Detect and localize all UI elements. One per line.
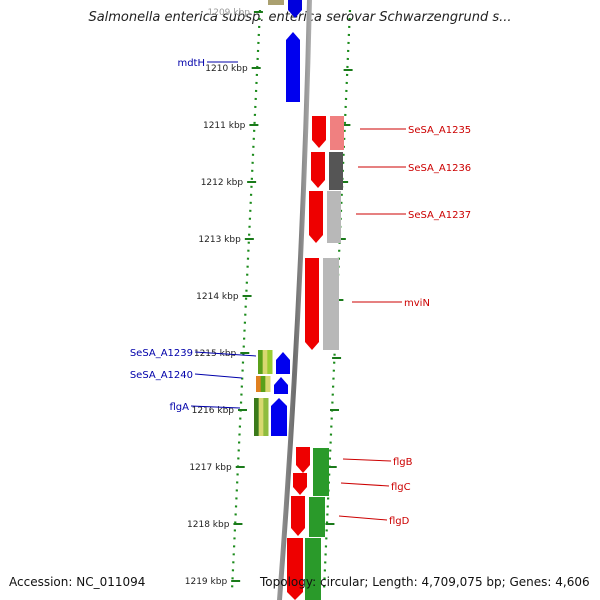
gene-cog-bar[interactable] [256, 376, 262, 392]
gene-cog-bar[interactable] [323, 258, 339, 350]
tick-label: 1214 kbp [196, 292, 239, 302]
gene-arrow[interactable] [296, 447, 310, 473]
gene-cog-bar[interactable] [258, 398, 264, 436]
gene-leader-line [190, 405, 241, 409]
genome-title: Salmonella enterica subsp. enterica sero… [88, 10, 512, 25]
gene-label[interactable]: flgC [391, 482, 411, 493]
gene-label[interactable]: mdtH [177, 58, 205, 69]
gene-arrow[interactable] [311, 152, 325, 188]
tick-label: 1217 kbp [189, 463, 232, 473]
gene-label[interactable]: flgB [393, 457, 413, 468]
gene-arrow[interactable] [271, 398, 287, 436]
gene-arrow[interactable] [291, 496, 305, 536]
gene-cog-bar[interactable] [305, 538, 321, 600]
tick-label: 1215 kbp [194, 349, 237, 359]
gene-label[interactable]: flgD [389, 516, 410, 527]
gene-cog-bar[interactable] [330, 116, 344, 150]
genome-backbone [277, 0, 312, 600]
gene-leader-line [342, 458, 392, 462]
gene-cog-bar[interactable] [309, 497, 325, 537]
gene-cog-bar[interactable] [267, 350, 273, 374]
gene-label[interactable]: SeSA_A1235 [408, 125, 471, 136]
gene-label[interactable]: SeSA_A1236 [408, 163, 471, 174]
tick-label: 1216 kbp [192, 406, 235, 416]
tick-label: 1210 kbp [205, 64, 248, 74]
accession-label: Accession: NC_011094 [9, 575, 146, 589]
gene-label[interactable]: SeSA_A1239 [130, 348, 193, 359]
gene-cog-bar[interactable] [265, 376, 271, 392]
gene-cog-bar[interactable] [260, 376, 266, 392]
tick-label: 1219 kbp [185, 577, 228, 587]
gene-leader-line [194, 373, 243, 379]
gene-leader-line [340, 482, 390, 487]
gene-arrow[interactable] [276, 352, 290, 374]
topology-label: Topology: circular; Length: 4,709,075 bp… [260, 575, 590, 589]
gene-arrow[interactable] [309, 191, 323, 243]
tick-label: 1211 kbp [203, 121, 246, 131]
tick-label: 1218 kbp [187, 520, 230, 530]
gene-cog-bar[interactable] [327, 191, 341, 243]
gene-arrow[interactable] [305, 258, 319, 350]
gene-label[interactable]: flgA [170, 402, 190, 413]
tick-label: 1213 kbp [198, 235, 241, 245]
gene-arrow[interactable] [293, 473, 307, 495]
dotted-track-outer [322, 9, 352, 591]
gene-leader-line [194, 351, 257, 357]
gene-cog-bar[interactable] [263, 398, 269, 436]
gene-arrow[interactable] [288, 0, 302, 18]
gene-cog-bar[interactable] [313, 448, 329, 496]
gene-cog-bar[interactable] [329, 152, 343, 190]
tick-label: 1212 kbp [201, 178, 244, 188]
gene-arrow[interactable] [287, 538, 303, 600]
dotted-track-inner [230, 9, 262, 591]
gene-cog-bar[interactable] [268, 0, 284, 5]
gene-label[interactable]: SeSA_A1237 [408, 210, 471, 221]
gene-arrow[interactable] [286, 32, 300, 102]
gene-arrow[interactable] [274, 377, 288, 394]
gene-label[interactable]: SeSA_A1240 [130, 370, 193, 381]
gene-cog-bar[interactable] [254, 398, 260, 436]
gene-leader-line [338, 515, 388, 521]
gene-label[interactable]: mviN [404, 298, 430, 309]
tick-label: 1209 kbp [208, 8, 251, 18]
gene-cog-bar[interactable] [258, 350, 264, 374]
gene-cog-bar[interactable] [262, 350, 268, 374]
gene-arrow[interactable] [312, 116, 326, 148]
